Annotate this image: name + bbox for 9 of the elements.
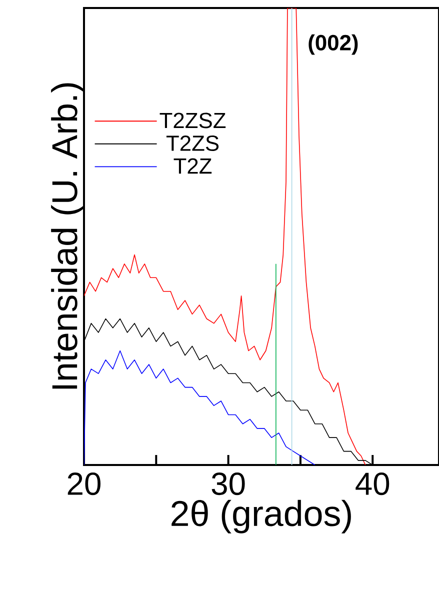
legend-label: T2ZSZ: [160, 112, 226, 128]
x-axis-title: 2θ (grados): [172, 500, 351, 534]
x-tick-label: 40: [356, 472, 390, 496]
x-tick-label: 30: [212, 472, 245, 496]
y-axis-title: Intensidad (U. Arb.): [51, 83, 84, 389]
annotation: (002): [308, 34, 358, 55]
legend-label: T2ZS: [166, 135, 219, 152]
x-tick-label: 20: [68, 472, 100, 496]
legend-label: T2Z: [174, 158, 212, 174]
